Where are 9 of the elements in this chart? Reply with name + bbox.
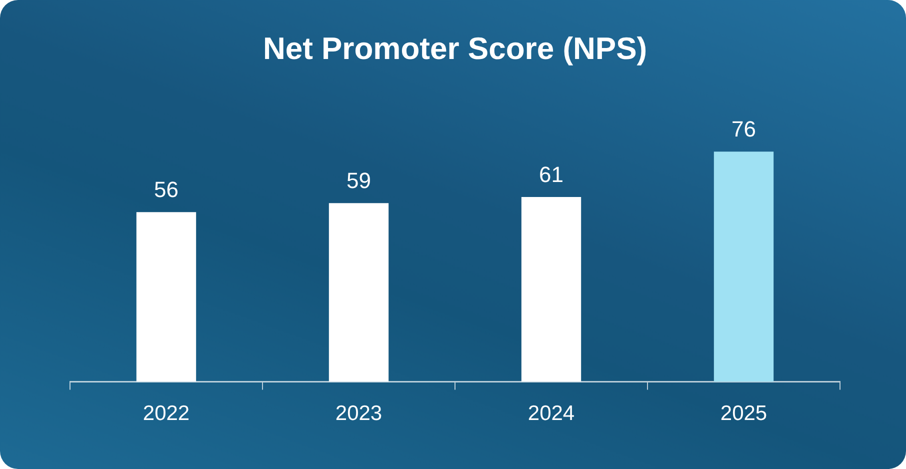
data-label: 56 (154, 177, 178, 202)
chart-title: Net Promoter Score (NPS) (262, 31, 648, 66)
data-label: 76 (732, 116, 756, 142)
x-tick-label: 2023 (335, 402, 382, 426)
x-tick-label: 2025 (720, 402, 768, 426)
data-label: 59 (346, 168, 371, 194)
x-tick-label: 2022 (142, 402, 190, 426)
x-tick-label: 2024 (528, 402, 575, 426)
data-label: 61 (539, 162, 564, 188)
